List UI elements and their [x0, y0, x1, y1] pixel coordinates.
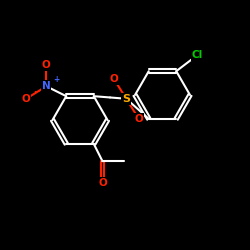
Text: +: + — [53, 75, 60, 84]
Text: O: O — [134, 114, 143, 124]
Text: S: S — [122, 94, 130, 104]
Text: O: O — [22, 94, 30, 104]
Text: N: N — [42, 81, 50, 91]
Text: −: − — [33, 87, 40, 96]
Text: O: O — [98, 178, 107, 188]
Text: O: O — [42, 60, 50, 70]
Text: O: O — [110, 74, 118, 84]
Text: Cl: Cl — [192, 50, 203, 60]
